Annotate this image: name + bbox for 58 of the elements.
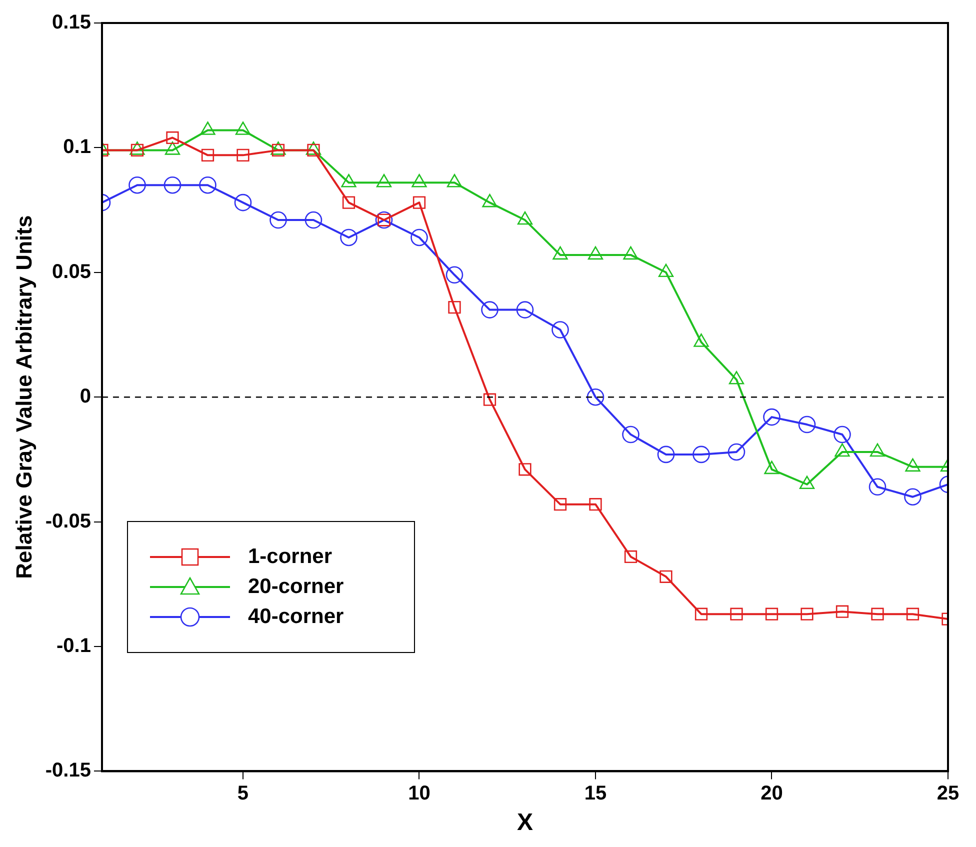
point	[164, 176, 182, 194]
y-tick-label: 0.15	[52, 12, 91, 34]
point	[342, 196, 356, 209]
point	[199, 176, 216, 194]
point	[410, 228, 428, 246]
x-tick-label: 5	[237, 782, 249, 805]
legend-label: 40-corner	[248, 605, 344, 630]
point	[518, 463, 532, 476]
x-tick-label: 15	[584, 782, 607, 805]
point	[657, 446, 675, 464]
point	[448, 301, 461, 314]
y-tick-label: -0.05	[45, 510, 91, 532]
point	[481, 301, 498, 318]
point	[516, 301, 534, 318]
point	[694, 608, 708, 620]
point	[765, 608, 778, 620]
point	[586, 388, 604, 406]
point	[871, 608, 884, 620]
point	[730, 608, 743, 620]
point	[552, 321, 569, 338]
x-tick-label: 10	[408, 782, 430, 805]
x-tick-label: 20	[760, 782, 783, 805]
point	[412, 196, 426, 209]
point	[446, 266, 464, 284]
y-tick-label: -0.15	[45, 760, 91, 782]
point	[270, 211, 287, 229]
point	[906, 608, 920, 620]
point	[234, 194, 252, 212]
point	[589, 498, 602, 511]
point	[834, 426, 851, 444]
y-tick-label: 0.1	[63, 136, 91, 158]
point	[304, 211, 322, 229]
point	[836, 605, 849, 618]
x-tick-label: 25	[936, 782, 960, 805]
point	[624, 550, 638, 564]
point	[201, 148, 214, 162]
point	[236, 148, 250, 162]
y-axis-title: Relative Gray Value Arbitrary Units	[11, 215, 36, 579]
point	[763, 408, 780, 426]
point	[798, 416, 816, 434]
point	[800, 608, 814, 620]
point	[868, 478, 886, 496]
point	[728, 443, 746, 461]
point	[660, 570, 672, 583]
point	[340, 228, 358, 246]
point	[692, 446, 710, 464]
y-tick-label: -0.1	[56, 635, 91, 658]
x-axis-title: X	[516, 809, 533, 836]
legend-label: 20-corner	[248, 575, 344, 600]
point	[166, 131, 179, 144]
point	[622, 426, 640, 444]
point	[554, 498, 567, 511]
y-tick-label: 0.05	[52, 260, 91, 283]
point	[904, 488, 922, 506]
point	[483, 393, 496, 406]
point	[128, 176, 146, 194]
legend-label: 1-corner	[248, 545, 332, 570]
y-tick-label: 0	[80, 386, 91, 408]
